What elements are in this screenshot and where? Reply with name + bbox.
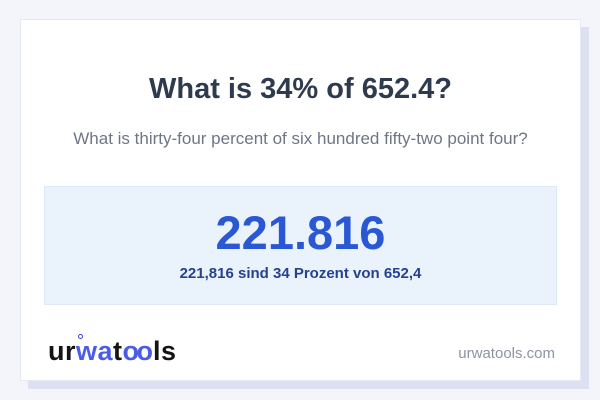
- result-box: 221.816 221,816 sind 34 Prozent von 652,…: [44, 186, 557, 306]
- result-value: 221.816: [215, 206, 386, 260]
- logo-text-wa: wa: [76, 334, 114, 366]
- footer: ur watools urwatools.com: [48, 334, 555, 366]
- logo-text-ls: ls: [153, 336, 177, 366]
- answer-card: What is 34% of 652.4? What is thirty-fou…: [20, 19, 581, 381]
- logo-text-wa-label: wa: [76, 336, 114, 366]
- result-description: 221,816 sind 34 Prozent von 652,4: [179, 265, 422, 283]
- website-url: urwatools.com: [458, 345, 555, 362]
- logo-glasses-oo-icon: oo: [122, 336, 154, 366]
- page-subtitle: What is thirty-four percent of six hundr…: [73, 128, 528, 148]
- logo-text-ur: ur: [48, 336, 76, 366]
- logo-ring-icon: [78, 334, 83, 339]
- page-title: What is 34% of 652.4?: [149, 73, 452, 105]
- logo-text-t: t: [113, 336, 123, 366]
- brand-logo[interactable]: ur watools: [48, 334, 177, 366]
